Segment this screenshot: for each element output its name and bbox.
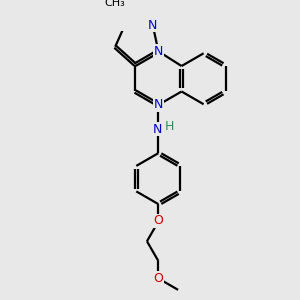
Text: N: N [152, 122, 162, 136]
Text: O: O [153, 214, 163, 227]
Text: CH₃: CH₃ [104, 0, 125, 8]
Text: O: O [153, 272, 163, 285]
Text: N: N [148, 19, 158, 32]
Text: H: H [165, 120, 174, 134]
Text: N: N [154, 98, 163, 111]
Text: N: N [154, 45, 163, 58]
